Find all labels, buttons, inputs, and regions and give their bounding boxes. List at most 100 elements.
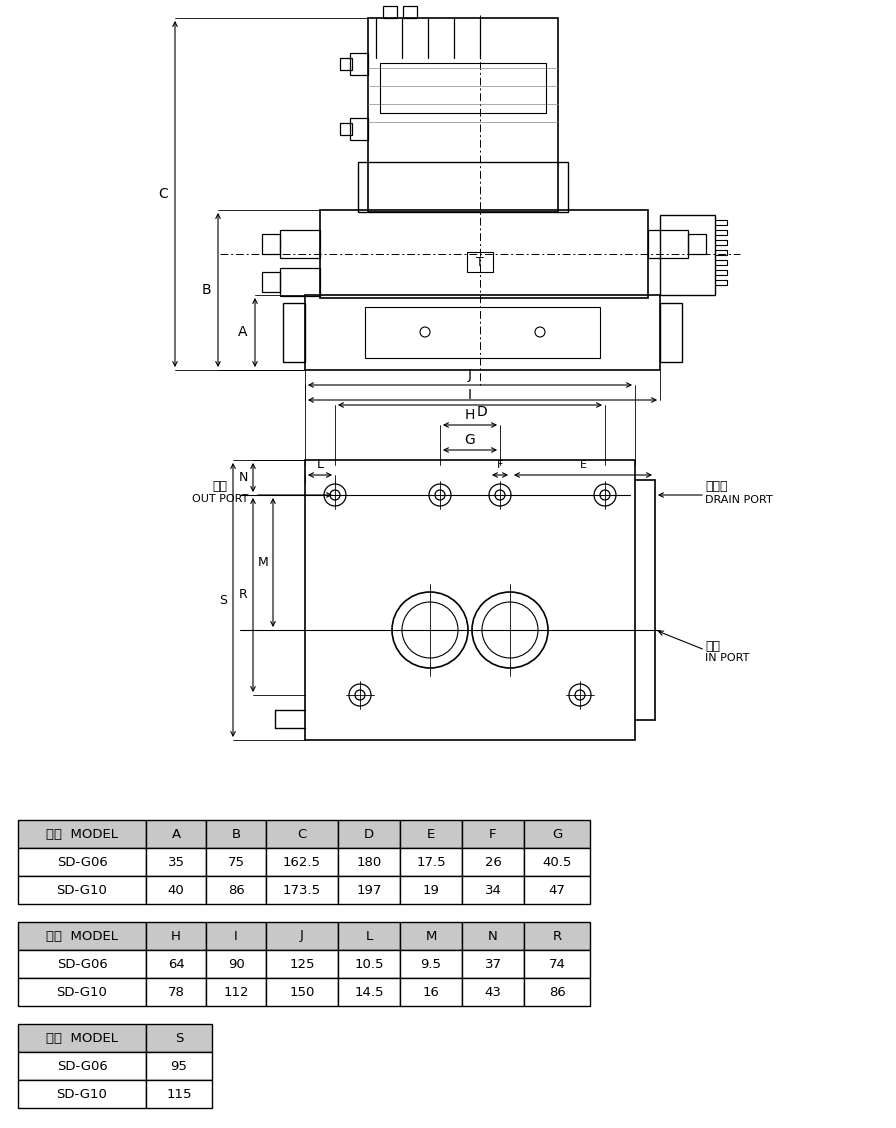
Text: 173.5: 173.5 — [283, 883, 321, 897]
Text: F: F — [489, 828, 496, 840]
Bar — [266, 922, 338, 950]
Bar — [206, 848, 266, 876]
Bar — [18, 1052, 146, 1079]
Bar — [18, 820, 146, 848]
Bar — [524, 876, 590, 904]
Bar — [524, 978, 590, 1006]
Bar — [338, 876, 400, 904]
Text: SD-G10: SD-G10 — [56, 1087, 108, 1101]
Text: D: D — [478, 405, 488, 418]
Bar — [467, 252, 493, 272]
Bar — [403, 6, 417, 18]
Bar — [400, 820, 462, 848]
Text: 14.5: 14.5 — [354, 986, 383, 998]
Text: N: N — [238, 472, 247, 484]
Text: T: T — [476, 256, 484, 268]
Text: C: C — [297, 828, 306, 840]
Text: SD-G06: SD-G06 — [56, 855, 108, 869]
Text: R: R — [238, 589, 247, 601]
Text: SD-G06: SD-G06 — [56, 1059, 108, 1073]
Bar — [305, 460, 635, 740]
Bar — [380, 63, 546, 113]
Bar — [660, 303, 682, 362]
Text: 10.5: 10.5 — [354, 958, 383, 970]
Text: L: L — [366, 929, 373, 943]
Text: J: J — [468, 368, 472, 382]
Bar — [305, 296, 660, 370]
Text: E: E — [580, 460, 587, 470]
Bar — [206, 978, 266, 1006]
Bar — [280, 230, 320, 258]
Text: 64: 64 — [168, 958, 185, 970]
Bar — [462, 950, 524, 978]
Bar — [146, 1079, 212, 1108]
Text: 47: 47 — [548, 883, 565, 897]
Bar — [206, 820, 266, 848]
Bar — [338, 922, 400, 950]
Bar — [280, 268, 320, 296]
Bar — [660, 215, 715, 296]
Bar — [400, 978, 462, 1006]
Bar — [400, 950, 462, 978]
Text: A: A — [171, 828, 181, 840]
Text: OUT PORT: OUT PORT — [192, 494, 248, 504]
Text: I: I — [468, 388, 472, 402]
Text: 90: 90 — [228, 958, 245, 970]
Bar — [340, 123, 352, 135]
Bar — [262, 272, 280, 292]
Text: A: A — [238, 326, 248, 340]
Text: 出口: 出口 — [212, 481, 228, 494]
Bar — [340, 58, 352, 70]
Text: 40.5: 40.5 — [542, 855, 572, 869]
Text: 197: 197 — [357, 883, 382, 897]
Text: 35: 35 — [168, 855, 185, 869]
Bar — [524, 950, 590, 978]
Text: 78: 78 — [168, 986, 185, 998]
Bar — [18, 848, 146, 876]
Bar — [266, 820, 338, 848]
Text: 16: 16 — [423, 986, 439, 998]
Bar — [18, 1079, 146, 1108]
Text: SD-G06: SD-G06 — [56, 958, 108, 970]
Text: M: M — [426, 929, 436, 943]
Text: B: B — [202, 283, 211, 297]
Bar — [524, 922, 590, 950]
Bar — [462, 876, 524, 904]
Bar — [262, 233, 280, 254]
Text: 125: 125 — [289, 958, 314, 970]
Text: 115: 115 — [167, 1087, 192, 1101]
Bar — [18, 950, 146, 978]
Text: R: R — [553, 929, 562, 943]
Bar — [462, 820, 524, 848]
Text: B: B — [231, 828, 240, 840]
Text: S: S — [175, 1031, 183, 1045]
Text: IN PORT: IN PORT — [705, 653, 749, 663]
Bar — [462, 978, 524, 1006]
Bar — [146, 1024, 212, 1052]
Text: 86: 86 — [228, 883, 245, 897]
Text: 74: 74 — [548, 958, 565, 970]
Text: 95: 95 — [170, 1059, 187, 1073]
Text: M: M — [258, 556, 269, 569]
Bar — [462, 922, 524, 950]
Text: 150: 150 — [289, 986, 314, 998]
Bar — [400, 876, 462, 904]
Text: 26: 26 — [485, 855, 502, 869]
Text: 86: 86 — [548, 986, 565, 998]
Bar — [266, 950, 338, 978]
Text: C: C — [158, 187, 168, 201]
Text: S: S — [219, 593, 227, 607]
Text: 75: 75 — [228, 855, 245, 869]
Bar — [648, 230, 688, 258]
Text: 37: 37 — [485, 958, 502, 970]
Bar — [400, 922, 462, 950]
Bar — [320, 210, 648, 298]
Bar — [383, 6, 397, 18]
Bar — [266, 978, 338, 1006]
Bar — [18, 922, 146, 950]
Text: G: G — [465, 433, 476, 447]
Text: 34: 34 — [485, 883, 502, 897]
Bar — [18, 876, 146, 904]
Bar — [524, 820, 590, 848]
Text: F: F — [496, 460, 504, 470]
